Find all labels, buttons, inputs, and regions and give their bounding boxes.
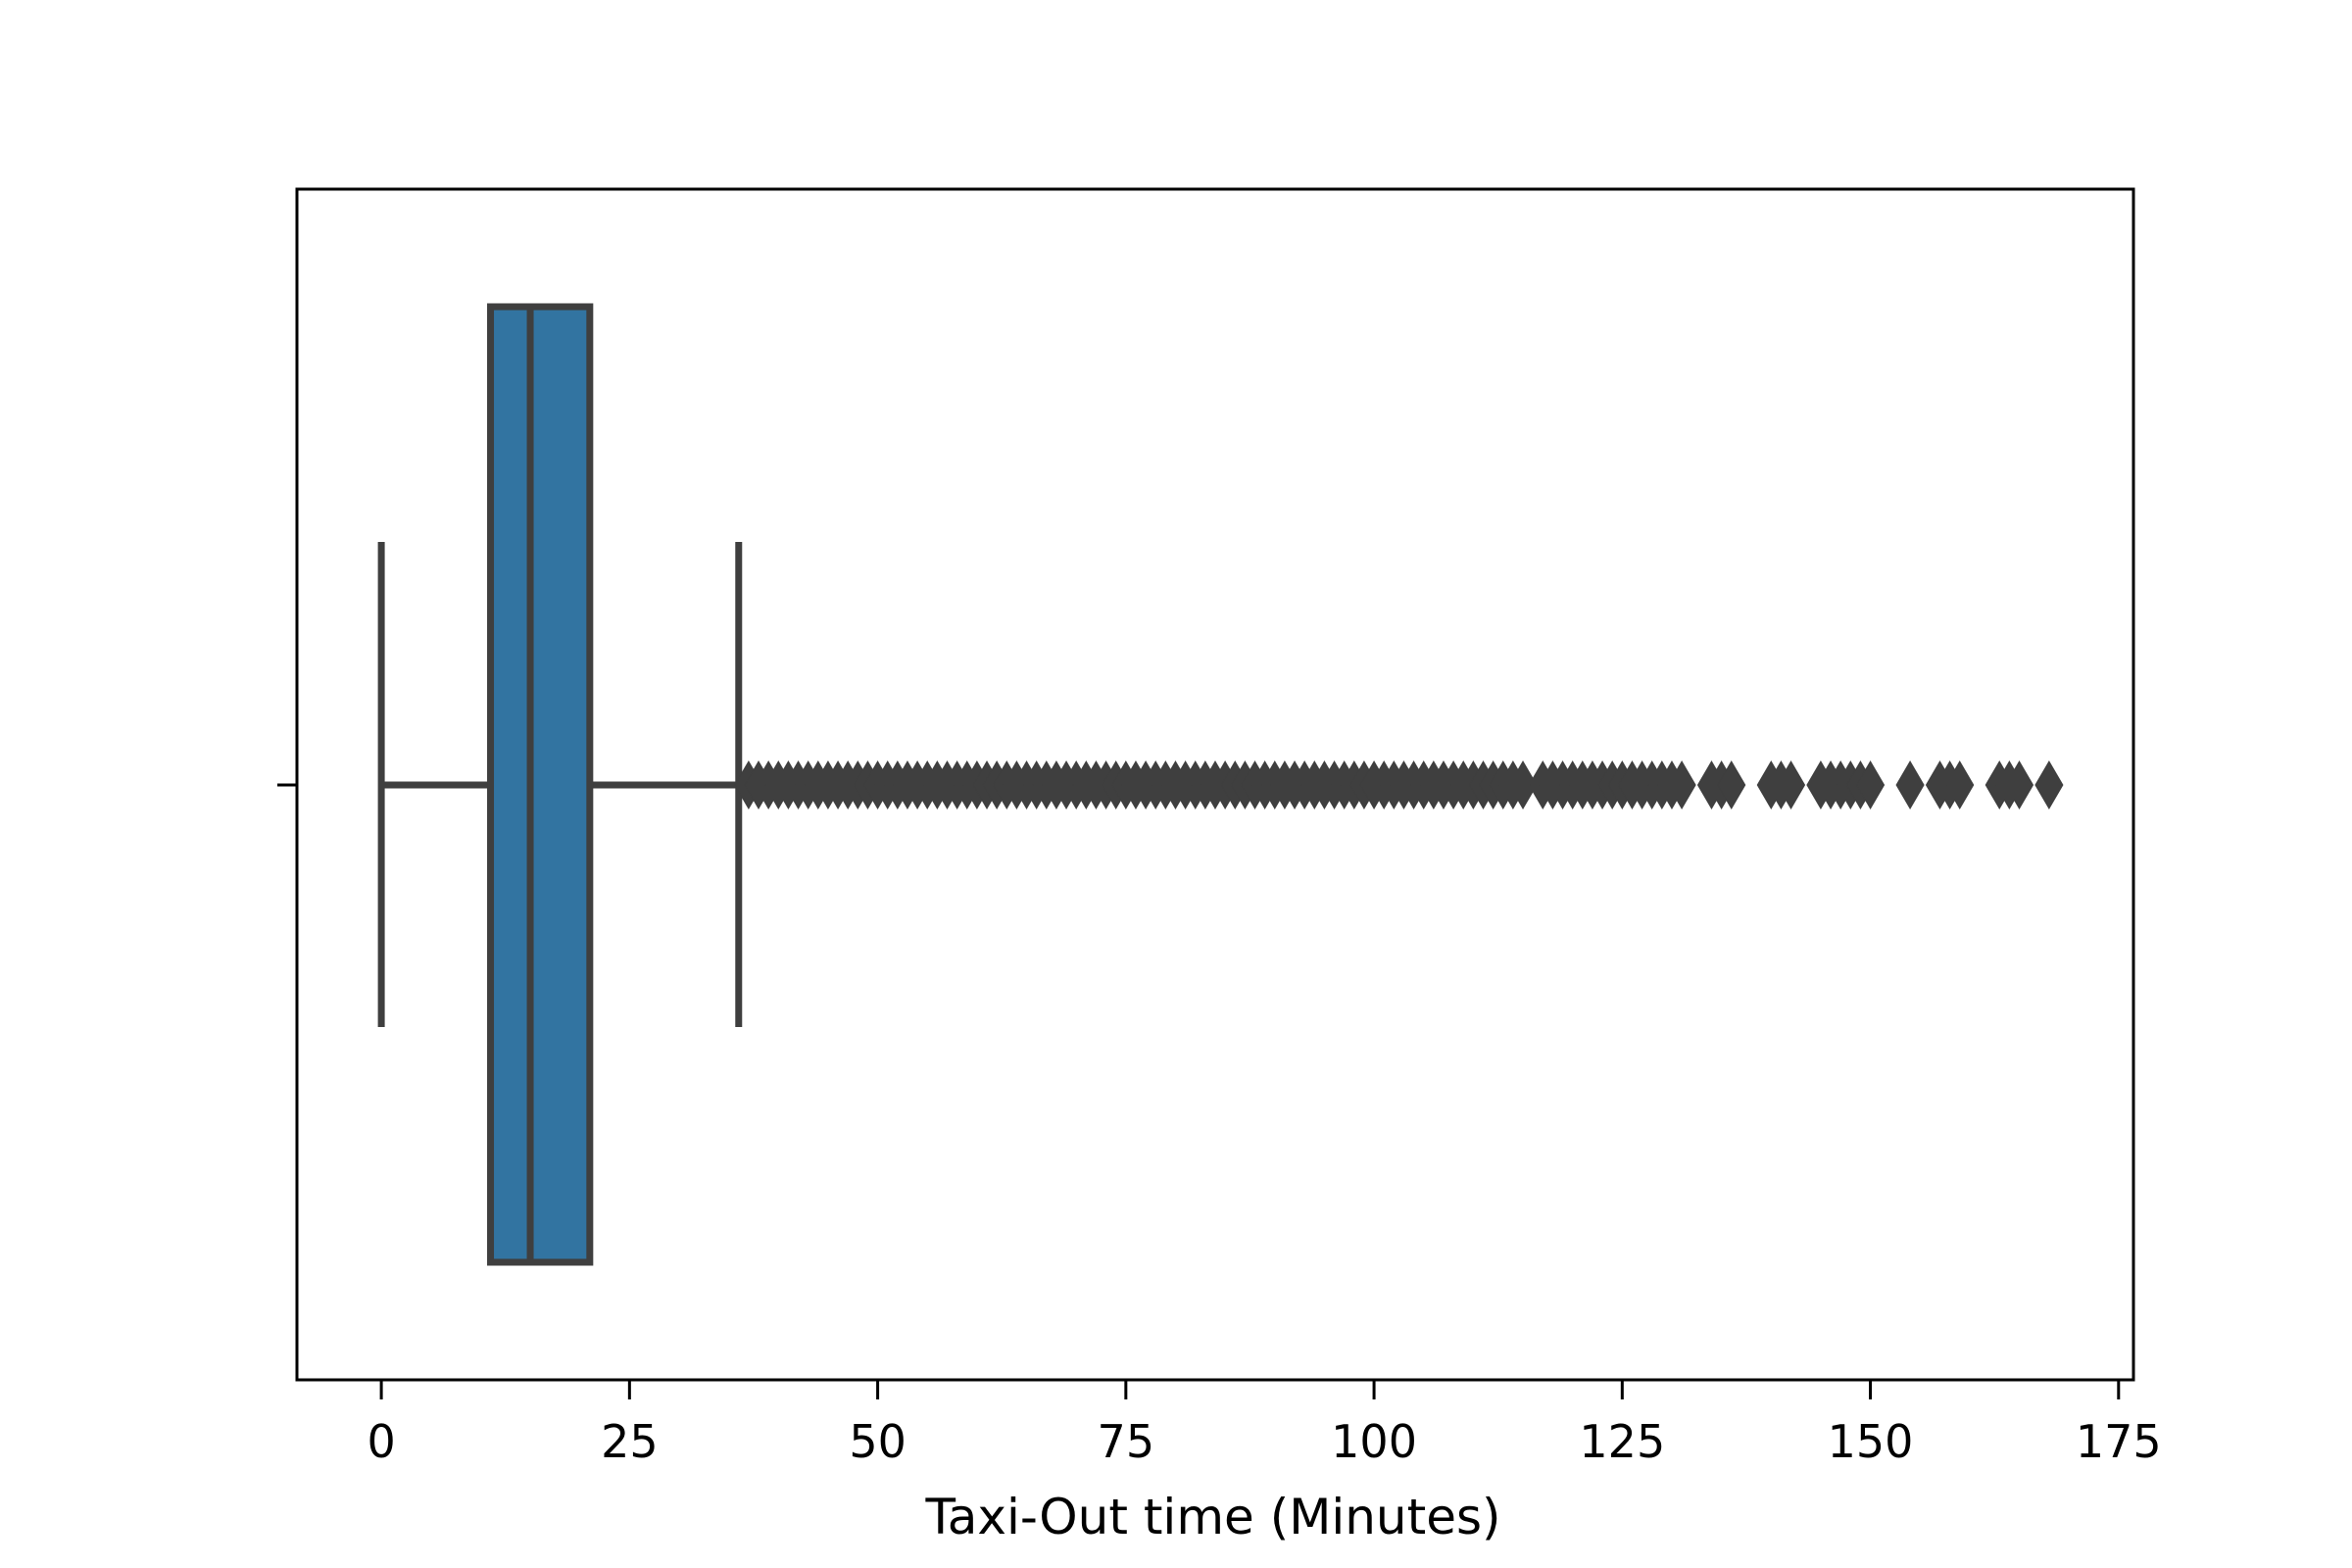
x-tick-label: 0 xyxy=(367,1415,395,1468)
x-axis: 0 25 50 75 100 125 150 175 xyxy=(367,1380,2162,1468)
outlier-point xyxy=(1895,760,1925,809)
outlier-point xyxy=(1717,760,1746,809)
outlier-point xyxy=(2004,760,2034,809)
x-tick-label: 50 xyxy=(849,1415,906,1468)
outlier-point xyxy=(1945,760,1975,809)
x-axis-label: Taxi-Out time (Minutes) xyxy=(924,1489,1500,1545)
x-tick-label: 175 xyxy=(2076,1415,2162,1468)
x-tick-label: 150 xyxy=(1828,1415,1914,1468)
x-tick-label: 125 xyxy=(1579,1415,1665,1468)
iqr-box xyxy=(487,303,594,1266)
chart-marks xyxy=(377,303,2064,1266)
outlier-point xyxy=(1855,760,1886,809)
outlier-point xyxy=(1667,760,1696,809)
outlier-point xyxy=(1776,760,1806,809)
outlier-point xyxy=(1508,760,1538,809)
outlier-point xyxy=(2034,760,2064,809)
x-tick-label: 25 xyxy=(601,1415,659,1468)
x-tick-label: 75 xyxy=(1098,1415,1155,1468)
x-tick-label: 100 xyxy=(1331,1415,1417,1468)
